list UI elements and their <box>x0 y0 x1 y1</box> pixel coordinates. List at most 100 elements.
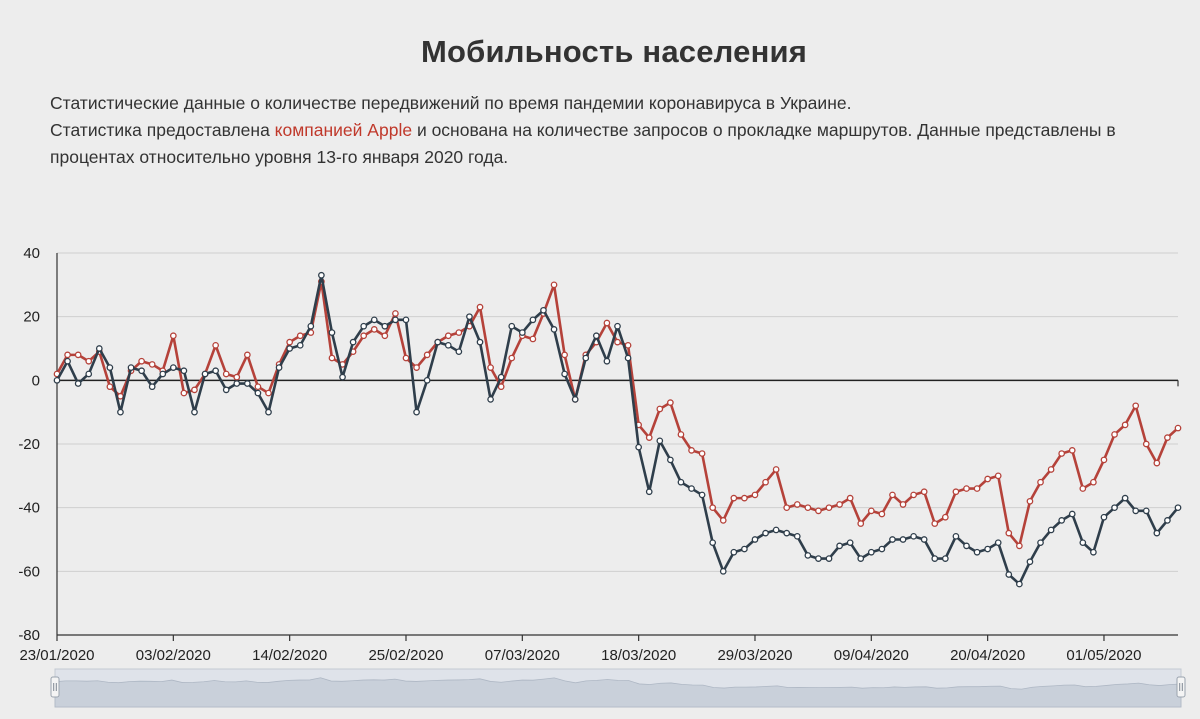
data-point[interactable] <box>741 545 748 553</box>
data-point[interactable] <box>508 354 516 362</box>
data-point[interactable] <box>540 306 547 314</box>
data-point[interactable] <box>561 370 568 378</box>
data-point[interactable] <box>138 367 145 375</box>
data-point[interactable] <box>286 345 294 352</box>
data-point[interactable] <box>413 408 420 416</box>
data-point[interactable] <box>275 364 283 371</box>
data-point[interactable] <box>487 396 494 403</box>
data-point[interactable] <box>487 364 494 371</box>
data-point[interactable] <box>783 529 791 537</box>
data-point[interactable] <box>244 380 251 387</box>
data-point[interactable] <box>677 431 685 438</box>
data-point[interactable] <box>117 408 124 416</box>
data-point[interactable] <box>899 501 907 508</box>
data-point[interactable] <box>815 555 822 562</box>
data-point[interactable] <box>1132 402 1140 410</box>
data-point[interactable] <box>392 310 399 317</box>
data-point[interactable] <box>592 332 600 340</box>
data-point[interactable] <box>878 510 886 518</box>
data-point[interactable] <box>656 437 664 445</box>
data-point[interactable] <box>677 478 685 486</box>
data-point[interactable] <box>846 539 854 547</box>
data-point[interactable] <box>85 370 93 378</box>
data-point[interactable] <box>201 370 209 378</box>
data-point[interactable] <box>434 338 442 346</box>
data-point[interactable] <box>1068 510 1076 518</box>
data-point[interactable] <box>444 341 452 349</box>
data-point[interactable] <box>1132 507 1140 515</box>
data-point[interactable] <box>318 271 325 279</box>
data-point[interactable] <box>455 329 463 336</box>
data-point[interactable] <box>444 332 452 340</box>
data-point[interactable] <box>815 507 822 515</box>
data-point[interactable] <box>180 389 188 397</box>
data-point[interactable] <box>804 552 812 559</box>
data-point[interactable] <box>1174 504 1182 512</box>
data-point[interactable] <box>370 326 378 333</box>
data-point[interactable] <box>1079 539 1087 547</box>
data-point[interactable] <box>222 370 230 378</box>
data-point[interactable] <box>624 341 632 349</box>
data-point[interactable] <box>751 491 759 499</box>
data-point[interactable] <box>423 351 431 359</box>
data-point[interactable] <box>1026 497 1034 505</box>
data-point[interactable] <box>106 383 114 391</box>
data-point[interactable] <box>1100 513 1108 521</box>
data-point[interactable] <box>667 399 674 406</box>
data-point[interactable] <box>233 380 241 387</box>
data-point[interactable] <box>931 555 939 562</box>
data-point[interactable] <box>1037 539 1044 547</box>
data-point[interactable] <box>1005 571 1013 578</box>
data-point[interactable] <box>836 501 843 508</box>
data-point[interactable] <box>370 316 378 324</box>
data-point[interactable] <box>952 488 960 496</box>
data-point[interactable] <box>265 408 272 416</box>
data-point[interactable] <box>1005 529 1013 537</box>
data-point[interactable] <box>212 341 219 349</box>
data-point[interactable] <box>920 536 928 543</box>
navigator-right-handle[interactable] <box>1176 676 1186 698</box>
data-point[interactable] <box>772 466 780 473</box>
data-point[interactable] <box>698 450 706 457</box>
data-point[interactable] <box>762 478 769 486</box>
data-point[interactable] <box>751 536 759 543</box>
data-point[interactable] <box>941 555 949 562</box>
data-point[interactable] <box>1164 517 1171 524</box>
data-point[interactable] <box>645 434 653 441</box>
data-point[interactable] <box>180 367 188 375</box>
data-point[interactable] <box>561 351 568 359</box>
data-point[interactable] <box>392 316 399 324</box>
data-point[interactable] <box>857 520 865 527</box>
data-point[interactable] <box>148 383 156 391</box>
data-point[interactable] <box>127 364 135 371</box>
data-point[interactable] <box>550 281 558 289</box>
data-point[interactable] <box>635 443 643 451</box>
data-point[interactable] <box>1047 526 1055 534</box>
data-point[interactable] <box>614 322 621 330</box>
data-point[interactable] <box>857 555 865 562</box>
data-point[interactable] <box>233 373 241 381</box>
data-point[interactable] <box>106 364 114 371</box>
data-point[interactable] <box>1111 431 1118 438</box>
navigator[interactable] <box>50 668 1186 708</box>
data-point[interactable] <box>476 303 484 311</box>
data-point[interactable] <box>582 354 590 362</box>
data-point[interactable] <box>296 332 304 340</box>
data-point[interactable] <box>889 491 896 499</box>
data-point[interactable] <box>719 567 727 575</box>
data-point[interactable] <box>244 351 251 359</box>
data-point[interactable] <box>265 389 272 397</box>
data-point[interactable] <box>931 520 939 527</box>
data-point[interactable] <box>762 529 769 537</box>
apple-source-link[interactable]: компанией Apple <box>274 120 413 140</box>
data-point[interactable] <box>222 386 230 394</box>
data-point[interactable] <box>571 396 579 403</box>
data-point[interactable] <box>508 322 516 330</box>
data-point[interactable] <box>360 332 368 340</box>
data-point[interactable] <box>64 351 71 359</box>
data-point[interactable] <box>867 507 875 515</box>
data-point[interactable] <box>1153 529 1161 537</box>
data-point[interactable] <box>413 364 420 371</box>
data-point[interactable] <box>963 485 970 492</box>
data-point[interactable] <box>138 357 145 365</box>
